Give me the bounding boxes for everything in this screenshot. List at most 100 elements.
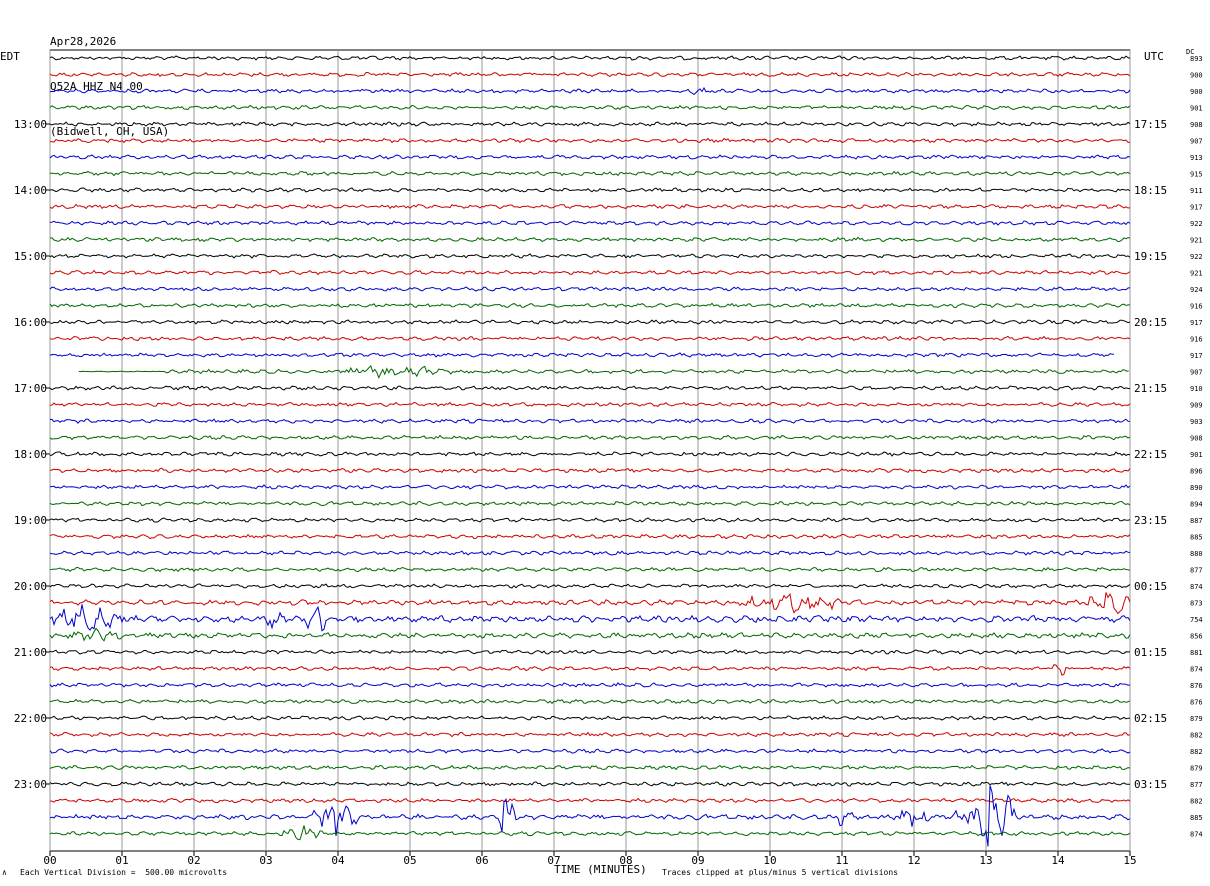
seismic-trace [49,533,1131,540]
dc-offset-label: 877 [1190,781,1203,789]
right-hour-label: 17:15 [1134,118,1167,131]
x-tick-label: 08 [619,854,632,867]
seismic-trace [49,335,1131,342]
seismic-trace [49,592,1131,615]
left-hour-label: 21:00 [14,646,47,659]
dc-offset-label: 911 [1190,187,1203,195]
dc-offset-label: 917 [1190,319,1203,327]
seismic-trace [49,604,1131,632]
right-hour-label: 03:15 [1134,778,1167,791]
seismic-trace [49,154,1131,160]
x-tick-label: 06 [475,854,488,867]
seismic-trace [49,401,1131,408]
right-hour-label: 00:15 [1134,580,1167,593]
x-tick-label: 13 [979,854,992,867]
dc-offset-label: 877 [1190,567,1203,575]
left-hour-label: 15:00 [14,250,47,263]
left-hour-label: 13:00 [14,118,47,131]
x-tick-label: 07 [547,854,560,867]
seismic-trace [49,583,1131,589]
seismic-trace [49,451,1131,457]
seismic-trace [49,550,1131,556]
dc-offset-label: 917 [1190,204,1203,212]
right-hour-label: 01:15 [1134,646,1167,659]
seismic-trace [49,187,1131,193]
right-hour-label: 02:15 [1134,712,1167,725]
left-hour-label: 22:00 [14,712,47,725]
x-tick-label: 14 [1051,854,1065,867]
seismic-trace [49,220,1131,226]
dc-offset-label: 913 [1190,154,1203,162]
dc-offset-label: 924 [1190,286,1203,294]
x-tick-label: 05 [403,854,416,867]
dc-offset-label: 916 [1190,303,1203,311]
seismic-trace [50,137,1131,144]
seismic-trace [49,825,1131,841]
dc-offset-label: 885 [1190,814,1203,822]
left-hour-label: 20:00 [14,580,47,593]
seismic-trace [49,627,1131,642]
seismic-trace [49,764,1131,771]
seismic-trace [49,715,1130,721]
scale-note: Each Vertical Division = 500.00 microvol… [20,868,228,877]
dc-offset-label: 856 [1190,633,1203,641]
left-timezone-label: EDT [0,50,20,63]
dc-offset-label: 885 [1190,534,1203,542]
dc-offset-label: 882 [1190,798,1203,806]
plot-frame [49,49,1131,852]
seismic-trace [49,170,1131,177]
right-hour-label: 22:15 [1134,448,1167,461]
dc-offset-label: 908 [1190,121,1203,129]
seismic-trace [49,649,1131,655]
left-hour-label: 14:00 [14,184,47,197]
station-id: Q52A HHZ N4 00 [50,80,143,93]
x-tick-label: 12 [907,854,920,867]
seismic-trace [49,71,1131,78]
dc-offset-label: 882 [1190,748,1203,756]
dc-offset-label: 890 [1190,484,1203,492]
clip-note: Traces clipped at plus/minus 5 vertical … [662,868,899,877]
seismic-trace [49,104,1131,111]
seismic-trace [50,797,1131,804]
dc-offset-label: 879 [1190,765,1203,773]
x-axis-title: TIME (MINUTES) [554,863,647,876]
seismic-trace [49,748,1131,754]
right-timezone-label: UTC [1144,50,1164,63]
seismic-trace [49,203,1131,210]
seismic-trace [49,517,1131,523]
x-tick-label: 00 [43,854,56,867]
right-hour-label: 18:15 [1134,184,1167,197]
dc-offset-label: 900 [1190,88,1203,96]
dc-offset-label: 916 [1190,336,1203,344]
seismic-trace [49,269,1131,276]
dc-offset-label: 882 [1190,732,1203,740]
dc-offset-label: 901 [1190,451,1203,459]
corner-mark: ∧ [2,868,7,877]
dc-offset-label: 922 [1190,220,1203,228]
dc-offset-label: 921 [1190,237,1203,245]
dc-offset-label: 921 [1190,270,1203,278]
dc-offset-label: 894 [1190,501,1203,509]
seismic-trace [49,253,1131,259]
right-hour-label: 23:15 [1134,514,1167,527]
dc-offset-label: 901 [1190,105,1203,113]
left-hour-label: 17:00 [14,382,47,395]
dc-offset-label: 874 [1190,666,1203,674]
right-hour-label: 20:15 [1134,316,1167,329]
dc-offset-label: 922 [1190,253,1203,261]
seismic-trace [49,286,1131,292]
dc-offset-label: 874 [1190,583,1203,591]
x-tick-label: 02 [187,854,200,867]
dc-offset-header: DC [1186,48,1195,56]
dc-offset-label: 873 [1190,600,1203,608]
seismic-trace [78,364,1129,380]
seismic-trace [49,121,1131,127]
x-tick-label: 11 [835,854,848,867]
dc-offset-label: 896 [1190,468,1203,476]
x-tick-label: 15 [1123,854,1136,867]
x-tick-label: 09 [691,854,704,867]
x-tick-label: 04 [331,854,345,867]
seismic-trace [49,731,1131,738]
dc-offset-label: 876 [1190,682,1203,690]
